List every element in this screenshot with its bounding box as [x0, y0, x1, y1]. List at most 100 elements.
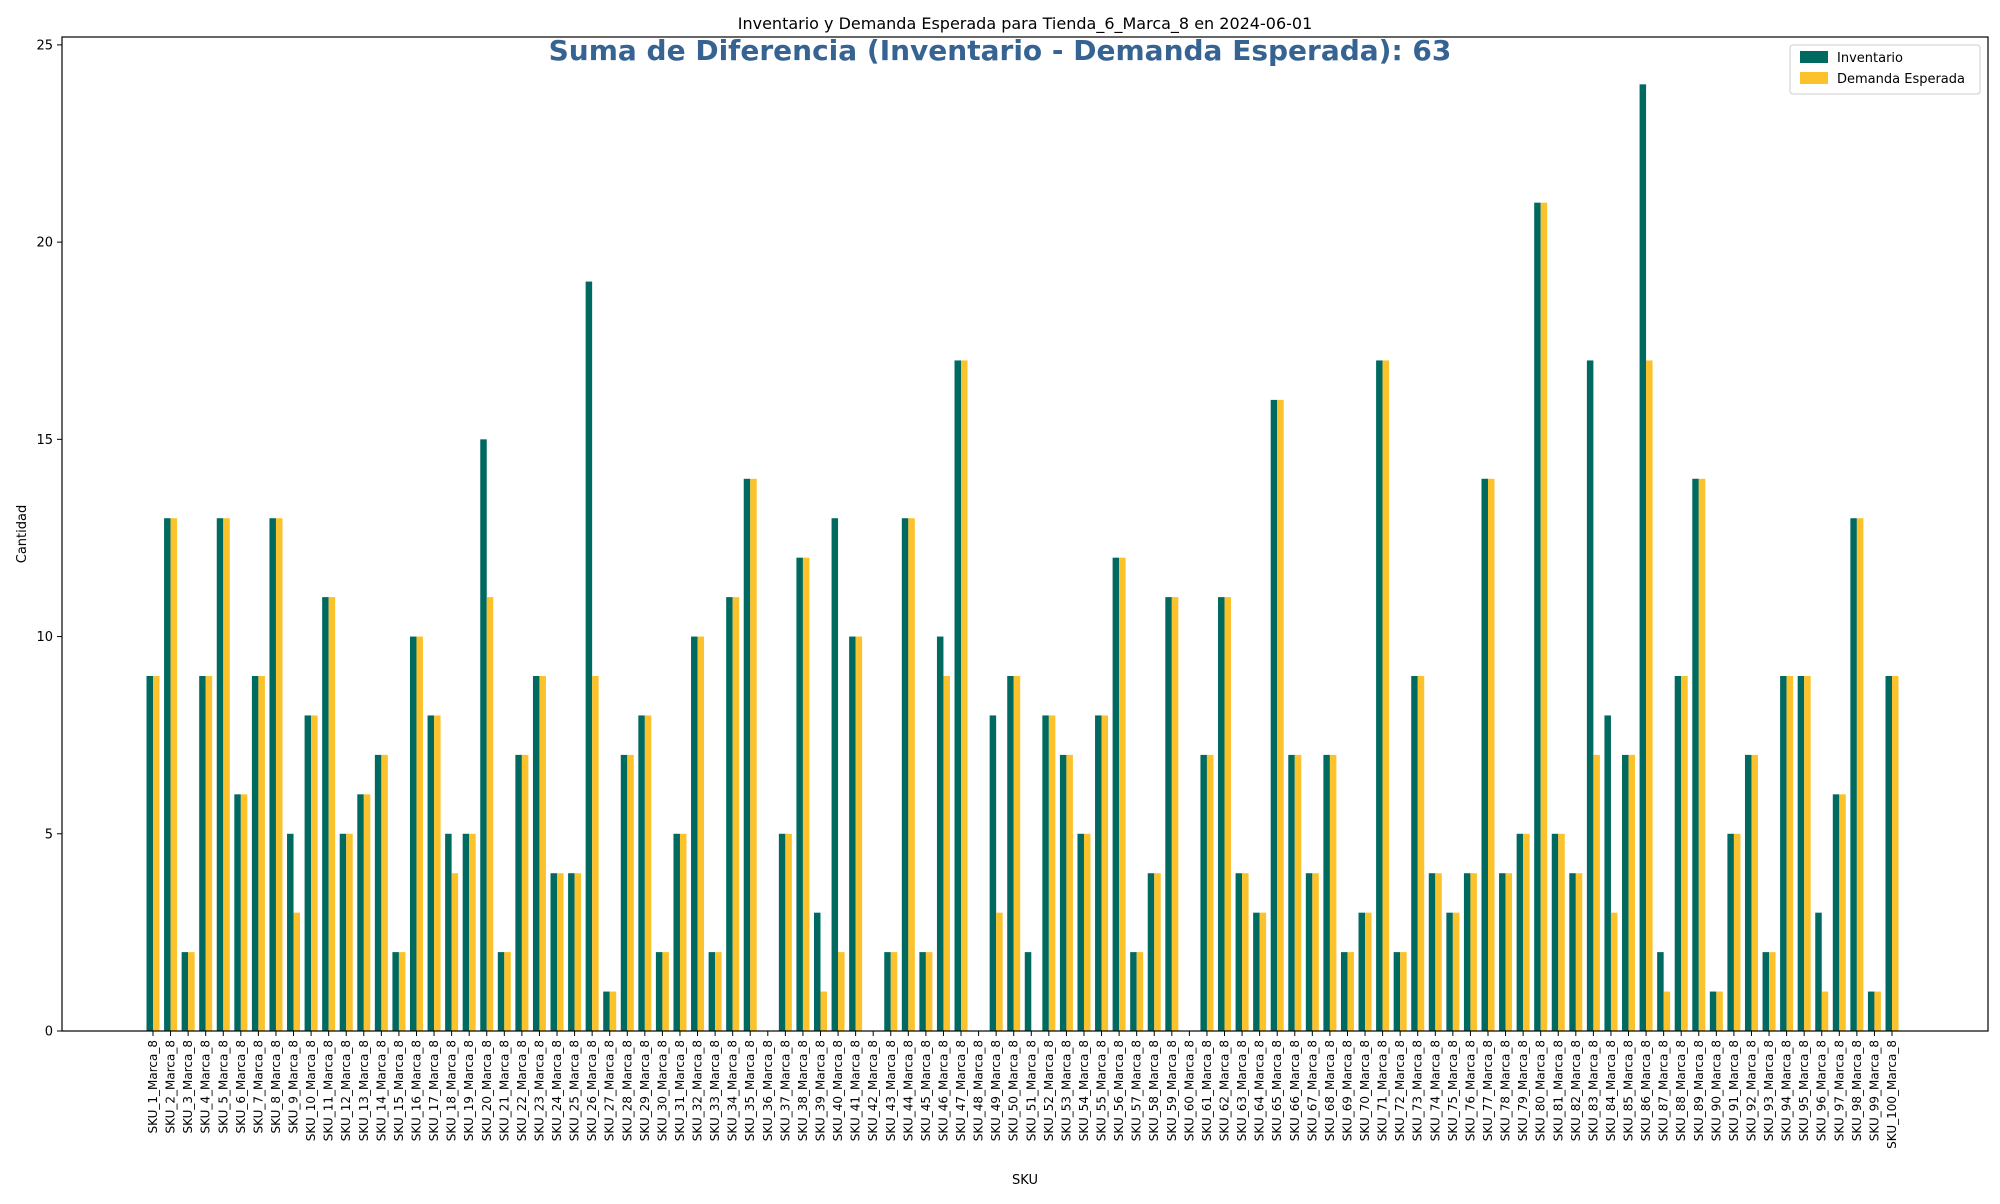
y-tick-label: 10 — [36, 630, 53, 645]
bar-demanda-esperada — [908, 518, 915, 1031]
bar-inventario — [532, 676, 540, 1031]
bar-inventario — [269, 518, 276, 1031]
bar-demanda-esperada — [715, 952, 722, 1031]
bar-inventario — [1218, 597, 1225, 1031]
axes-layer — [61, 36, 1989, 1032]
bar-demanda-esperada — [328, 597, 336, 1031]
x-tick-label: SKU_18_Marca_8 — [445, 1040, 459, 1141]
x-tick-label: SKU_7_Marca_8 — [251, 1040, 265, 1134]
x-tick-label: SKU_52_Marca_8 — [1042, 1040, 1056, 1141]
x-tick-label: SKU_3_Marca_8 — [181, 1040, 195, 1134]
x-tick-label: SKU_41_Marca_8 — [849, 1040, 863, 1141]
x-tick-label: SKU_55_Marca_8 — [1095, 1040, 1109, 1141]
x-tick-label: SKU_49_Marca_8 — [989, 1040, 1003, 1141]
bar-inventario — [1323, 754, 1330, 1031]
bar-demanda-esperada — [486, 597, 494, 1031]
x-tick-label: SKU_4_Marca_8 — [199, 1040, 213, 1134]
bar-demanda-esperada — [1013, 676, 1021, 1031]
bar-inventario — [480, 439, 487, 1032]
bar-inventario — [655, 952, 663, 1031]
bar-inventario — [1358, 912, 1366, 1031]
bar-inventario — [1499, 873, 1506, 1031]
bar-demanda-esperada — [1119, 557, 1126, 1031]
bar-inventario — [1376, 360, 1383, 1031]
bar-inventario — [1727, 833, 1734, 1031]
bar-inventario — [1569, 873, 1576, 1031]
x-tick-label: SKU_29_Marca_8 — [638, 1040, 652, 1141]
bar-demanda-esperada — [1470, 873, 1477, 1031]
bar-demanda-esperada — [153, 676, 160, 1031]
bar-inventario — [1744, 754, 1752, 1031]
x-tick-label: SKU_40_Marca_8 — [831, 1040, 845, 1141]
x-tick-label: SKU_19_Marca_8 — [462, 1040, 476, 1141]
bar-demanda-esperada — [961, 360, 968, 1031]
bar-inventario — [1797, 676, 1805, 1031]
bar-inventario — [1305, 873, 1313, 1031]
bar-demanda-esperada — [1294, 754, 1302, 1031]
bar-inventario — [673, 833, 680, 1031]
bar-demanda-esperada — [785, 833, 792, 1031]
bar-inventario — [1095, 715, 1102, 1031]
bar-demanda-esperada — [855, 636, 863, 1031]
x-tick-label: SKU_42_Marca_8 — [866, 1040, 880, 1141]
bar-demanda-esperada — [416, 636, 423, 1031]
x-tick-label: SKU_69_Marca_8 — [1340, 1040, 1354, 1141]
bar-demanda-esperada — [1681, 676, 1688, 1031]
bar-demanda-esperada — [1154, 873, 1161, 1031]
bar-demanda-esperada — [1505, 873, 1513, 1031]
x-tick-label: SKU_13_Marca_8 — [357, 1040, 371, 1141]
bar-demanda-esperada — [1417, 676, 1425, 1031]
bar-demanda-esperada — [1347, 952, 1354, 1031]
x-tick-label: SKU_39_Marca_8 — [813, 1040, 827, 1141]
bar-demanda-esperada — [679, 833, 687, 1031]
bar-inventario — [164, 518, 171, 1031]
x-tick-label: SKU_100_Marca_8 — [1885, 1040, 1899, 1149]
bar-inventario — [427, 715, 435, 1031]
bar-inventario — [936, 636, 944, 1031]
bar-demanda-esperada — [1171, 597, 1179, 1031]
x-tick-label: SKU_82_Marca_8 — [1569, 1040, 1583, 1141]
x-tick-label: SKU_38_Marca_8 — [796, 1040, 810, 1141]
x-tick-label: SKU_32_Marca_8 — [691, 1040, 705, 1141]
x-tick-label: SKU_47_Marca_8 — [954, 1040, 968, 1141]
x-tick-label: SKU_9_Marca_8 — [287, 1040, 301, 1134]
x-tick-label: SKU_10_Marca_8 — [304, 1040, 318, 1141]
bar-demanda-esperada — [925, 952, 933, 1031]
bar-inventario — [1657, 952, 1664, 1031]
bar-demanda-esperada — [644, 715, 652, 1031]
x-tick-label: SKU_75_Marca_8 — [1446, 1040, 1460, 1141]
x-tick-label: SKU_71_Marca_8 — [1376, 1040, 1390, 1141]
bar-inventario — [603, 991, 610, 1031]
bar-inventario — [1709, 991, 1717, 1031]
bar-inventario — [199, 676, 206, 1031]
bar-inventario — [1832, 794, 1840, 1031]
bar-inventario — [708, 952, 716, 1031]
bar-inventario — [585, 281, 593, 1031]
bar-demanda-esperada — [1365, 912, 1372, 1031]
bar-demanda-esperada — [240, 794, 248, 1031]
x-tick-label: SKU_51_Marca_8 — [1024, 1040, 1038, 1141]
bar-demanda-esperada — [1242, 873, 1249, 1031]
bar-inventario — [1674, 676, 1682, 1031]
x-tick-label: SKU_44_Marca_8 — [901, 1040, 915, 1141]
x-tick-label: SKU_1_Marca_8 — [146, 1040, 160, 1134]
x-tick-label: SKU_90_Marca_8 — [1709, 1040, 1723, 1141]
bar-inventario — [1024, 952, 1032, 1031]
bar-demanda-esperada — [802, 557, 810, 1031]
x-tick-label: SKU_15_Marca_8 — [392, 1040, 406, 1141]
x-tick-label: SKU_94_Marca_8 — [1780, 1040, 1794, 1141]
bar-demanda-esperada — [1593, 754, 1600, 1031]
bar-inventario — [1639, 84, 1647, 1031]
x-tick-label: SKU_95_Marca_8 — [1797, 1040, 1811, 1141]
x-tick-label: SKU_77_Marca_8 — [1481, 1040, 1495, 1141]
x-tick-label: SKU_17_Marca_8 — [427, 1040, 441, 1141]
bar-demanda-esperada — [1698, 478, 1706, 1031]
bar-demanda-esperada — [1821, 991, 1829, 1031]
bar-inventario — [497, 952, 505, 1031]
bar-inventario — [1393, 952, 1401, 1031]
x-tick-label: SKU_23_Marca_8 — [532, 1040, 546, 1141]
x-axis-label: SKU — [1012, 1173, 1038, 1188]
x-tick-label: SKU_65_Marca_8 — [1270, 1040, 1284, 1141]
bar-inventario — [849, 636, 856, 1031]
legend-label-inventario: Inventario — [1837, 51, 1903, 66]
